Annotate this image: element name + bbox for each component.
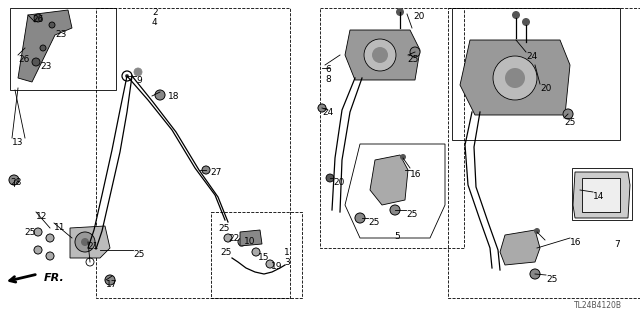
Circle shape (505, 68, 525, 88)
Circle shape (266, 260, 274, 268)
Text: 15: 15 (258, 253, 269, 262)
Circle shape (40, 45, 46, 51)
Circle shape (390, 205, 400, 215)
Text: TL24B4120B: TL24B4120B (574, 301, 622, 310)
Circle shape (202, 166, 210, 174)
Circle shape (355, 213, 365, 223)
Circle shape (326, 174, 334, 182)
Circle shape (224, 234, 232, 242)
Text: 23: 23 (40, 62, 51, 71)
Circle shape (34, 246, 42, 254)
Text: 25: 25 (220, 248, 232, 257)
Polygon shape (573, 172, 630, 218)
Text: 25: 25 (133, 250, 145, 259)
Text: 22: 22 (228, 234, 239, 243)
Circle shape (410, 47, 420, 57)
Text: 19: 19 (271, 262, 282, 271)
Text: 6: 6 (325, 65, 331, 74)
Text: 26: 26 (32, 15, 44, 24)
Text: 26: 26 (18, 55, 29, 64)
Text: 25: 25 (24, 228, 35, 237)
Circle shape (155, 90, 165, 100)
Text: FR.: FR. (44, 273, 65, 283)
Polygon shape (582, 178, 620, 212)
Polygon shape (345, 30, 420, 80)
Text: 16: 16 (570, 238, 582, 247)
Circle shape (530, 269, 540, 279)
Text: 24: 24 (322, 108, 333, 117)
Circle shape (105, 275, 115, 285)
Circle shape (493, 56, 537, 100)
Polygon shape (460, 40, 570, 115)
Circle shape (522, 18, 530, 26)
Circle shape (400, 154, 406, 160)
Circle shape (252, 248, 260, 256)
Text: 24: 24 (526, 52, 537, 61)
Circle shape (46, 234, 54, 242)
Text: 25: 25 (406, 210, 417, 219)
Circle shape (396, 8, 404, 16)
Circle shape (534, 228, 540, 234)
Text: 27: 27 (210, 168, 221, 177)
Circle shape (563, 109, 573, 119)
Text: 25: 25 (546, 275, 557, 284)
Circle shape (34, 14, 42, 22)
Text: 23: 23 (55, 30, 67, 39)
Text: 11: 11 (54, 223, 65, 232)
Text: 2: 2 (152, 8, 157, 17)
Circle shape (372, 47, 388, 63)
Circle shape (46, 252, 54, 260)
Text: 1: 1 (284, 248, 290, 257)
Text: 20: 20 (333, 178, 344, 187)
Text: 7: 7 (614, 240, 620, 249)
Text: 25: 25 (368, 218, 380, 227)
Text: 25: 25 (218, 224, 229, 233)
Circle shape (125, 74, 129, 78)
Text: 12: 12 (36, 212, 47, 221)
Text: 5: 5 (394, 232, 400, 241)
Text: 9: 9 (136, 76, 141, 85)
Circle shape (9, 175, 19, 185)
Circle shape (238, 238, 246, 246)
Circle shape (134, 68, 142, 76)
Text: 21: 21 (87, 242, 99, 251)
Circle shape (512, 11, 520, 19)
Text: 3: 3 (284, 258, 290, 267)
Text: 4: 4 (152, 18, 157, 27)
Text: 16: 16 (410, 170, 422, 179)
Text: 18: 18 (168, 92, 179, 101)
Text: 28: 28 (10, 178, 21, 187)
Circle shape (364, 39, 396, 71)
Text: 17: 17 (106, 280, 118, 289)
Text: 14: 14 (593, 192, 604, 201)
Text: 20: 20 (540, 84, 552, 93)
Polygon shape (370, 155, 408, 205)
Circle shape (81, 238, 89, 246)
Circle shape (34, 228, 42, 236)
Circle shape (75, 232, 95, 252)
Text: 25: 25 (564, 118, 575, 127)
Polygon shape (70, 226, 110, 258)
Circle shape (318, 104, 326, 112)
Circle shape (49, 22, 55, 28)
Text: 20: 20 (413, 12, 424, 21)
Polygon shape (500, 230, 540, 265)
Text: 25: 25 (407, 55, 419, 64)
Text: 8: 8 (325, 75, 331, 84)
Text: 13: 13 (12, 138, 24, 147)
Polygon shape (240, 230, 262, 246)
Text: 10: 10 (244, 237, 255, 246)
Polygon shape (18, 10, 72, 82)
Circle shape (32, 58, 40, 66)
